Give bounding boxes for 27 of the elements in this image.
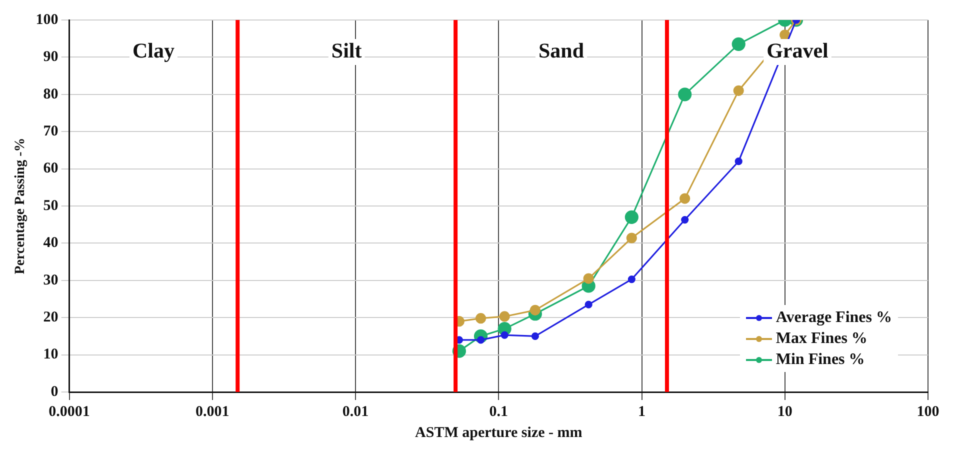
y-tick-label: 100 (36, 12, 58, 28)
y-axis-title: Percentage Passing -% (13, 138, 28, 274)
y-tick-label: 80 (43, 86, 58, 102)
legend-label: Average Fines % (776, 308, 892, 328)
y-tick-label: 0 (50, 384, 58, 400)
y-tick-label: 60 (43, 160, 58, 177)
annotation: Clay (132, 38, 175, 62)
y-tick-label: 10 (43, 346, 58, 363)
x-tick-label: 10 (777, 404, 792, 420)
annotation: Gravel (766, 38, 829, 62)
y-tick-label: 40 (43, 235, 58, 252)
y-tick-label: 70 (43, 123, 58, 140)
x-tick-label: 1 (638, 404, 646, 420)
x-tick-label: 0.1 (489, 404, 508, 420)
x-tick-label: 0.001 (196, 404, 230, 420)
y-tick-label: 90 (43, 49, 58, 66)
x-tick-label: 100 (916, 404, 940, 420)
y-tick-label: 50 (43, 198, 58, 214)
x-tick-label: 0.01 (342, 404, 369, 420)
x-tick-label: 0.0001 (48, 404, 90, 420)
legend-label: Max Fines % (776, 329, 868, 349)
y-tick-label: 20 (43, 309, 58, 326)
annotation: Silt (331, 38, 362, 62)
annotation: Sand (538, 38, 584, 62)
y-tick-label: 30 (43, 272, 58, 288)
x-axis-title: ASTM aperture size - mm (415, 424, 583, 441)
legend-label: Min Fines % (776, 350, 865, 370)
